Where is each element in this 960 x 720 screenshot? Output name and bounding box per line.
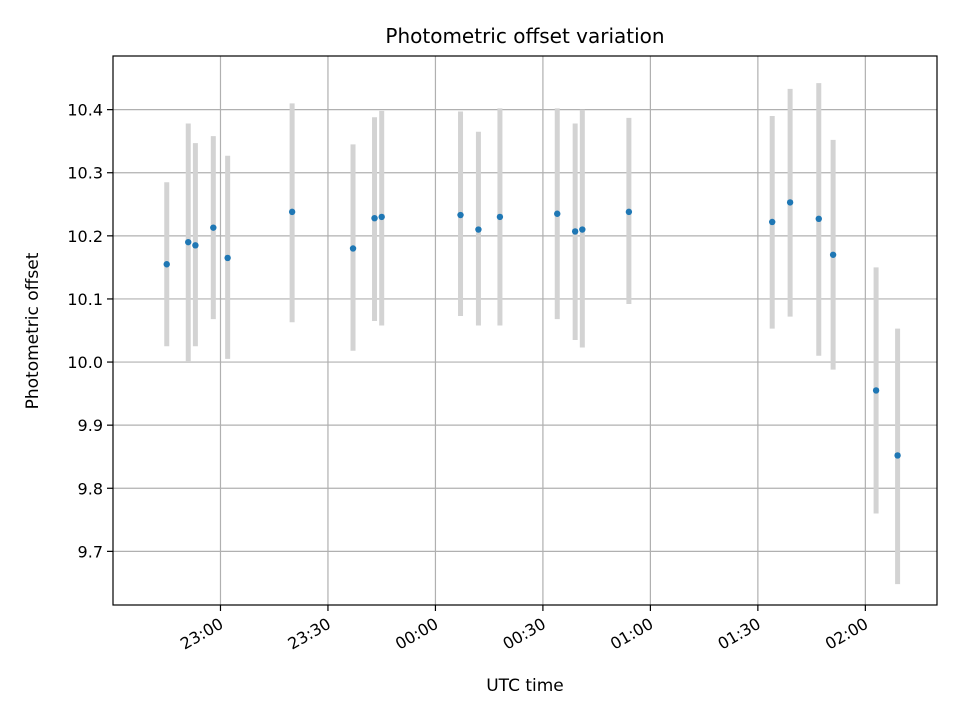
data-point <box>163 261 170 268</box>
data-point <box>224 254 231 262</box>
y-tick-label: 10.0 <box>67 353 103 372</box>
data-point <box>769 218 776 226</box>
y-tick-label: 9.9 <box>78 416 103 435</box>
y-tick-label: 9.7 <box>78 542 103 561</box>
data-point <box>496 213 504 221</box>
data-point <box>371 214 378 222</box>
data-point <box>349 245 357 252</box>
data-point <box>625 208 633 216</box>
chart-title: Photometric offset variation <box>385 24 664 48</box>
y-tick-label: 10.2 <box>67 227 103 246</box>
data-point <box>554 210 561 217</box>
data-point <box>475 226 482 233</box>
data-point <box>288 208 296 216</box>
data-point <box>786 199 794 206</box>
data-point <box>192 242 199 249</box>
data-point <box>815 215 822 223</box>
data-point <box>829 251 837 258</box>
data-point <box>378 213 385 221</box>
y-tick-label: 10.3 <box>67 164 103 183</box>
data-point <box>872 387 880 394</box>
y-tick-label: 10.1 <box>67 290 103 309</box>
y-axis-label: Photometric offset <box>23 252 43 409</box>
grid <box>113 56 937 605</box>
data-point <box>571 228 579 235</box>
data-point <box>579 226 586 233</box>
data-point <box>894 452 901 459</box>
y-axis-ticks: 9.7 9.8 9.9 10.0 10.1 10.2 10.3 10.4 <box>67 101 113 561</box>
data-point <box>457 211 464 219</box>
data-point <box>210 224 217 231</box>
data-point <box>185 238 192 246</box>
x-axis-label: UTC time <box>486 676 564 696</box>
y-tick-label: 9.8 <box>78 479 103 498</box>
data-points <box>163 199 901 459</box>
plot-frame <box>112 55 938 606</box>
y-tick-label: 10.4 <box>67 101 103 120</box>
